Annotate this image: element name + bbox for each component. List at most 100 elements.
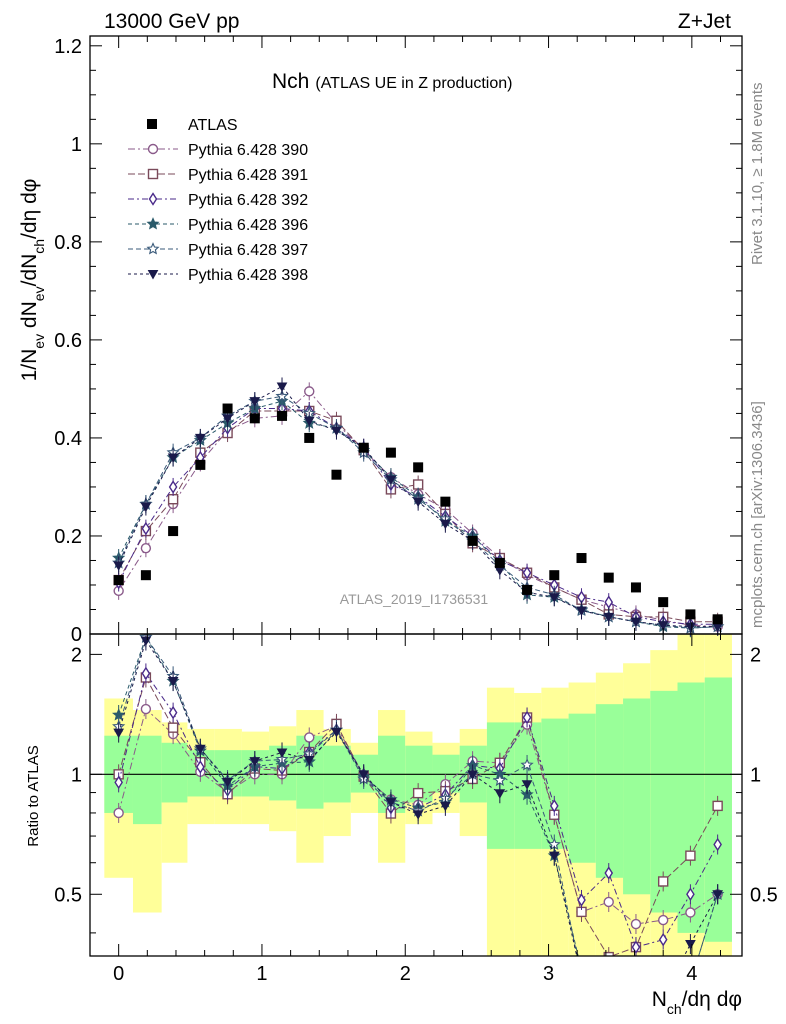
ratio-series-layer [112,634,725,985]
chart-subtitle: (ATLAS UE in Z production) [315,75,512,92]
chart-title-main: Nch [272,70,309,93]
ratio-point [548,851,560,862]
chart-title: Nch (ATLAS UE in Z production) [272,70,512,93]
data-point [549,570,560,581]
data-point [494,557,505,568]
legend-entry: Pythia 6.428 392 [128,192,308,209]
series-point [385,475,397,486]
axis-ticks: 0 1 2 3 4 0 0.2 0.4 0.6 0.8 1 1.2 0.5 0.5 1 1 2 2 [54,36,778,985]
ratio-point [604,977,613,985]
ratio-point [685,850,696,861]
legend-entry: Pythia 6.428 391 [128,167,308,184]
ratio-point [657,914,669,926]
series-point [249,397,261,407]
ratio-tick-label-left: 1 [71,764,82,786]
ratio-series-line [118,636,719,956]
y-tick-label: 0.2 [54,526,82,548]
data-point [658,597,669,608]
ratio-point [440,801,451,812]
data-point [195,459,206,470]
legend-marker [148,192,158,206]
series-point [548,593,560,603]
ratio-series-line [118,676,719,956]
data-point [440,496,451,507]
ratio-tick-label-left: 0.5 [54,884,82,906]
legend-label: ATLAS [188,117,238,134]
ratio-point [194,744,206,755]
ratio-point [712,800,723,812]
series-point [167,494,179,505]
ratio-point [604,866,614,880]
y-axis-label: 1/Nev dNev/dNch/dη dφ [18,179,47,382]
data-point [113,575,124,586]
x-tick-label: 1 [256,963,267,985]
ratio-tick-label-left: 2 [71,644,82,666]
y-tick-label: 1.2 [54,36,82,58]
ratio-point [222,778,233,788]
series-point [304,386,315,397]
side-label-mcplots: mcplots.cern.ch [arXiv:1306.3436] [749,401,766,628]
ratio-point [604,975,615,985]
data-point [576,553,587,564]
legend: ATLAS Pythia 6.428 390 Pythia 6.428 391 Pyt… [128,117,308,284]
series-point [685,622,696,633]
ratio-point [686,887,695,902]
ratio-point [603,896,614,908]
y-tick-label: 1 [71,134,82,156]
legend-marker [146,217,160,230]
legend-label: Pythia 6.428 390 [188,142,308,159]
ratio-point [493,773,507,787]
series-point [522,565,532,580]
data-point [467,535,478,546]
x-tick-label: 3 [543,963,554,985]
main-series-layer [112,377,725,638]
legend-label: Pythia 6.428 397 [188,242,308,259]
legend-marker [147,143,159,155]
ratio-point [331,728,342,738]
ratio-point [603,951,614,956]
data-point [222,403,233,414]
ratio-point [522,710,532,725]
ratio-point [521,780,533,790]
ratio-point [167,677,179,687]
series-point [276,382,288,392]
data-point [413,462,424,473]
ratio-point [196,760,205,774]
legend-label: Pythia 6.428 396 [188,217,308,234]
ratio-tick-label-right: 0.5 [750,884,778,906]
series-point [412,479,424,490]
data-point [168,526,179,537]
legend-entry: Pythia 6.428 390 [128,142,308,159]
inner-band-bin [161,742,188,803]
series-point [657,621,669,631]
ratio-point [412,787,424,799]
ratio-point [577,974,586,982]
ratio-point [604,975,615,985]
ratio-point [113,728,125,739]
series-point [630,617,642,628]
plot-frames [89,35,743,957]
ratio-point [304,732,315,743]
legend-marker [146,242,160,255]
data-point [385,447,396,458]
ratio-point [114,775,123,790]
data-point [712,614,723,625]
data-point [603,572,614,583]
ratio-y-axis-label: Ratio to ATLAS [25,745,42,846]
data-point [304,432,315,443]
ratio-tick-label-right: 1 [750,764,761,786]
legend-entry: Pythia 6.428 398 [128,267,308,284]
ratio-point [249,757,261,767]
ratio-point [549,799,559,813]
ratio-point [276,748,288,758]
series-point [141,521,151,536]
ratio-point [303,755,315,766]
header-right: Z+Jet [678,10,731,33]
series-point [604,595,614,609]
ratio-point [467,770,478,780]
legend-marker [147,119,157,129]
ratio-point [685,940,696,950]
ratio-point [713,837,722,852]
ratio-point [712,890,723,900]
